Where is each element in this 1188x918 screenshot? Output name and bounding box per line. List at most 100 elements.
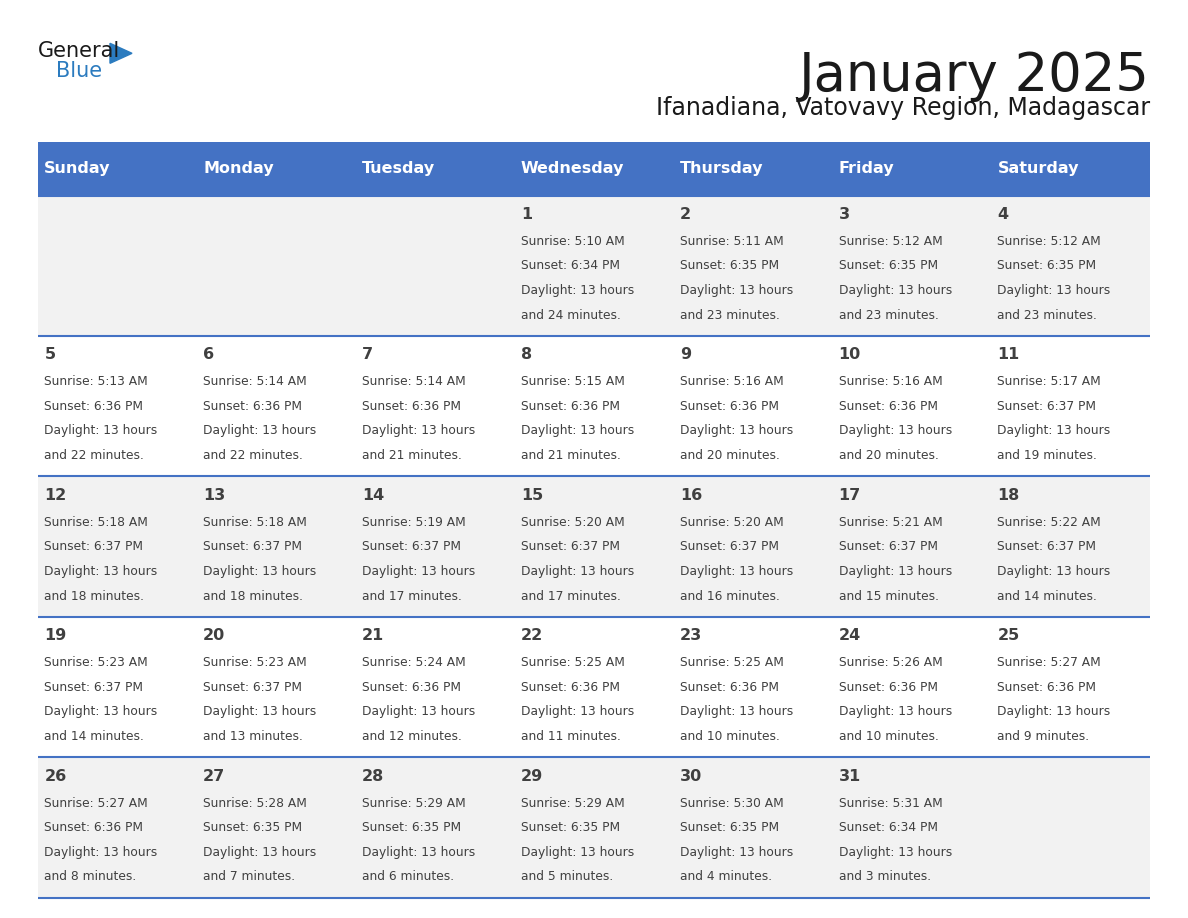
Text: Sunset: 6:37 PM: Sunset: 6:37 PM (44, 541, 144, 554)
Bar (991, 142, 1150, 196)
Text: Sunset: 6:37 PM: Sunset: 6:37 PM (203, 541, 302, 554)
Text: Blue: Blue (56, 62, 102, 82)
Text: Sunset: 6:37 PM: Sunset: 6:37 PM (998, 400, 1097, 413)
Polygon shape (110, 43, 132, 63)
Text: Daylight: 13 hours: Daylight: 13 hours (680, 284, 794, 297)
Text: Daylight: 13 hours: Daylight: 13 hours (203, 705, 316, 719)
Text: 6: 6 (203, 347, 214, 363)
Text: 3: 3 (839, 207, 849, 222)
Text: and 22 minutes.: and 22 minutes. (44, 449, 144, 462)
Text: 20: 20 (203, 628, 226, 644)
Text: Sunrise: 5:22 AM: Sunrise: 5:22 AM (998, 516, 1101, 529)
Text: Sunset: 6:36 PM: Sunset: 6:36 PM (520, 681, 620, 694)
Text: Daylight: 13 hours: Daylight: 13 hours (520, 284, 634, 297)
Text: Daylight: 13 hours: Daylight: 13 hours (362, 424, 475, 438)
Text: Sunset: 6:35 PM: Sunset: 6:35 PM (520, 822, 620, 834)
Text: 18: 18 (998, 487, 1019, 503)
Text: Sunrise: 5:13 AM: Sunrise: 5:13 AM (44, 375, 148, 388)
Text: 15: 15 (520, 487, 543, 503)
Text: Sunset: 6:36 PM: Sunset: 6:36 PM (839, 400, 937, 413)
Text: and 3 minutes.: and 3 minutes. (839, 870, 930, 883)
Text: Daylight: 13 hours: Daylight: 13 hours (839, 705, 952, 719)
Text: Sunset: 6:37 PM: Sunset: 6:37 PM (680, 541, 779, 554)
Text: Daylight: 13 hours: Daylight: 13 hours (520, 705, 634, 719)
Text: Sunrise: 5:18 AM: Sunrise: 5:18 AM (203, 516, 307, 529)
Text: Daylight: 13 hours: Daylight: 13 hours (44, 845, 158, 859)
Bar (197, 142, 355, 196)
Text: and 7 minutes.: and 7 minutes. (203, 870, 296, 883)
Text: and 18 minutes.: and 18 minutes. (203, 589, 303, 602)
Text: 26: 26 (44, 768, 67, 784)
Text: Ifanadiana, Vatovavy Region, Madagascar: Ifanadiana, Vatovavy Region, Madagascar (656, 96, 1150, 120)
Text: Sunrise: 5:29 AM: Sunrise: 5:29 AM (520, 797, 625, 810)
Text: Sunset: 6:36 PM: Sunset: 6:36 PM (680, 400, 779, 413)
Text: Sunset: 6:35 PM: Sunset: 6:35 PM (362, 822, 461, 834)
Text: Sunrise: 5:29 AM: Sunrise: 5:29 AM (362, 797, 466, 810)
Text: Sunrise: 5:14 AM: Sunrise: 5:14 AM (203, 375, 307, 388)
Text: 13: 13 (203, 487, 226, 503)
Text: Sunrise: 5:18 AM: Sunrise: 5:18 AM (44, 516, 148, 529)
Text: Sunrise: 5:10 AM: Sunrise: 5:10 AM (520, 235, 625, 248)
Text: Daylight: 13 hours: Daylight: 13 hours (998, 284, 1111, 297)
Text: Sunset: 6:36 PM: Sunset: 6:36 PM (680, 681, 779, 694)
Text: Sunrise: 5:14 AM: Sunrise: 5:14 AM (362, 375, 466, 388)
Text: Sunset: 6:36 PM: Sunset: 6:36 PM (44, 400, 144, 413)
Text: and 9 minutes.: and 9 minutes. (998, 730, 1089, 743)
Text: 31: 31 (839, 768, 861, 784)
Text: Sunrise: 5:20 AM: Sunrise: 5:20 AM (520, 516, 625, 529)
Text: Daylight: 13 hours: Daylight: 13 hours (203, 565, 316, 578)
Text: Daylight: 13 hours: Daylight: 13 hours (839, 845, 952, 859)
Text: Sunrise: 5:12 AM: Sunrise: 5:12 AM (839, 235, 942, 248)
Text: Daylight: 13 hours: Daylight: 13 hours (680, 424, 794, 438)
Text: Daylight: 13 hours: Daylight: 13 hours (520, 424, 634, 438)
Bar (514, 142, 674, 196)
Text: General: General (38, 41, 120, 62)
Text: Sunrise: 5:25 AM: Sunrise: 5:25 AM (680, 656, 784, 669)
Text: Sunrise: 5:17 AM: Sunrise: 5:17 AM (998, 375, 1101, 388)
Text: 17: 17 (839, 487, 861, 503)
Text: Sunset: 6:34 PM: Sunset: 6:34 PM (520, 260, 620, 273)
Text: 30: 30 (680, 768, 702, 784)
Text: Daylight: 13 hours: Daylight: 13 hours (362, 565, 475, 578)
Text: Friday: Friday (839, 162, 895, 176)
Text: 12: 12 (44, 487, 67, 503)
Text: 23: 23 (680, 628, 702, 644)
Text: and 8 minutes.: and 8 minutes. (44, 870, 137, 883)
Text: Sunset: 6:37 PM: Sunset: 6:37 PM (998, 541, 1097, 554)
Text: 24: 24 (839, 628, 861, 644)
Text: Daylight: 13 hours: Daylight: 13 hours (839, 424, 952, 438)
Text: Saturday: Saturday (998, 162, 1079, 176)
Text: 1: 1 (520, 207, 532, 222)
Text: Sunrise: 5:27 AM: Sunrise: 5:27 AM (998, 656, 1101, 669)
Text: Daylight: 13 hours: Daylight: 13 hours (998, 565, 1111, 578)
Text: Wednesday: Wednesday (520, 162, 625, 176)
Text: Daylight: 13 hours: Daylight: 13 hours (998, 424, 1111, 438)
Text: 9: 9 (680, 347, 691, 363)
Text: Sunrise: 5:15 AM: Sunrise: 5:15 AM (520, 375, 625, 388)
Text: Daylight: 13 hours: Daylight: 13 hours (998, 705, 1111, 719)
Bar (833, 142, 991, 196)
Text: Sunset: 6:34 PM: Sunset: 6:34 PM (839, 822, 937, 834)
Text: and 24 minutes.: and 24 minutes. (520, 308, 621, 321)
Text: Daylight: 13 hours: Daylight: 13 hours (680, 845, 794, 859)
Text: and 20 minutes.: and 20 minutes. (839, 449, 939, 462)
Text: Sunrise: 5:20 AM: Sunrise: 5:20 AM (680, 516, 784, 529)
Text: Sunrise: 5:16 AM: Sunrise: 5:16 AM (839, 375, 942, 388)
Bar (38, 757, 1150, 898)
Text: Sunset: 6:36 PM: Sunset: 6:36 PM (362, 400, 461, 413)
Text: and 11 minutes.: and 11 minutes. (520, 730, 621, 743)
Text: Sunrise: 5:11 AM: Sunrise: 5:11 AM (680, 235, 784, 248)
Text: 7: 7 (362, 347, 373, 363)
Text: January 2025: January 2025 (800, 50, 1150, 103)
Text: 29: 29 (520, 768, 543, 784)
Bar (38, 336, 1150, 476)
Text: Tuesday: Tuesday (362, 162, 435, 176)
Text: Sunrise: 5:25 AM: Sunrise: 5:25 AM (520, 656, 625, 669)
Text: Sunset: 6:36 PM: Sunset: 6:36 PM (44, 822, 144, 834)
Text: 4: 4 (998, 207, 1009, 222)
Text: and 23 minutes.: and 23 minutes. (839, 308, 939, 321)
Text: and 14 minutes.: and 14 minutes. (998, 589, 1098, 602)
Text: Sunrise: 5:27 AM: Sunrise: 5:27 AM (44, 797, 148, 810)
Text: Daylight: 13 hours: Daylight: 13 hours (203, 424, 316, 438)
Text: Sunrise: 5:19 AM: Sunrise: 5:19 AM (362, 516, 466, 529)
